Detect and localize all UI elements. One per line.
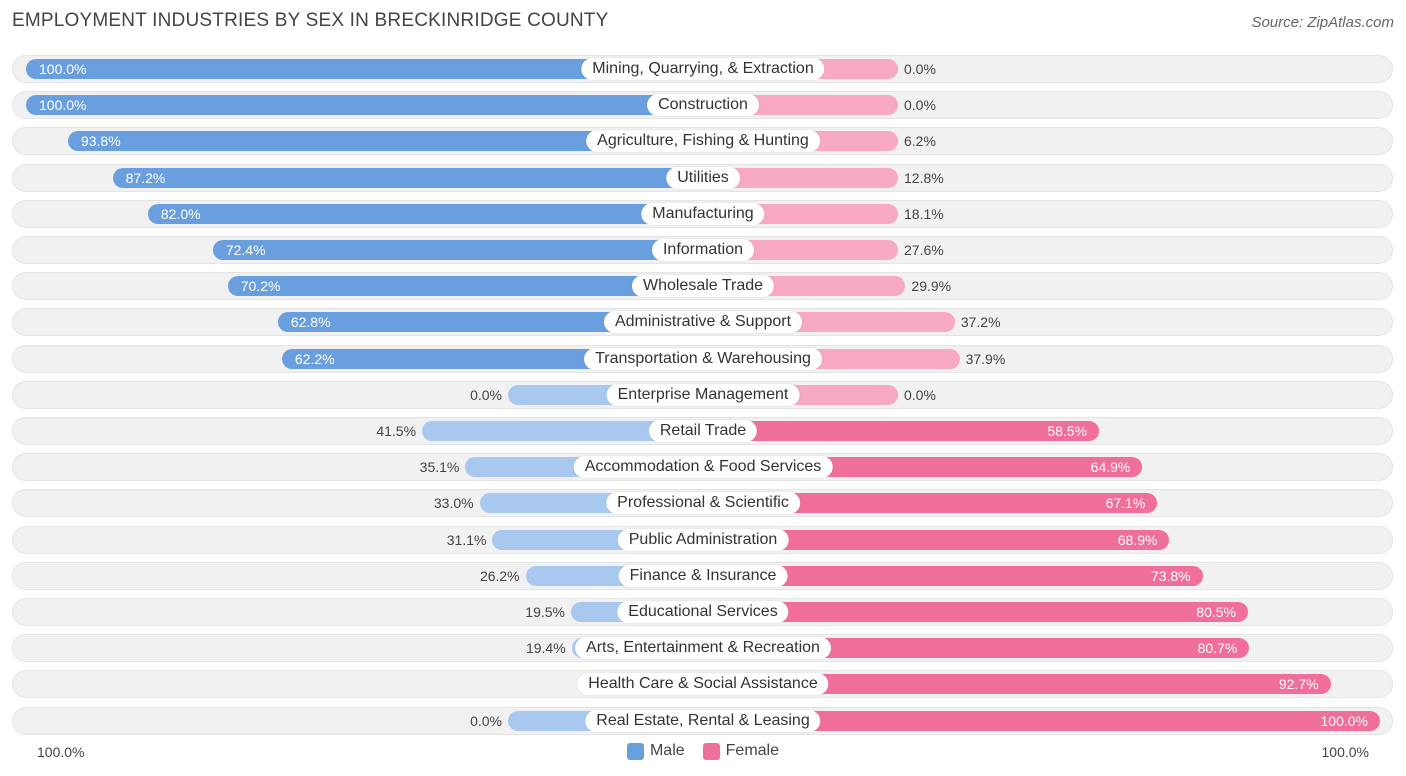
value-male-finance-insurance: 26.2% (479, 567, 520, 584)
value-male-educational-services: 19.5% (525, 604, 565, 620)
value-female-retail-trade: 58.5% (1047, 423, 1088, 439)
value-female-health-care-social-assistance: 92.7% (1278, 676, 1319, 693)
category-label-retail-trade: Retail Trade (648, 420, 758, 442)
bar-male-retail-trade[interactable] (422, 421, 703, 441)
bar-female-utilities[interactable] (703, 167, 898, 188)
legend-label-male: Male (649, 742, 685, 759)
value-male-agriculture-fishing-hunting: 93.8% (80, 133, 121, 150)
category-label-transportation-warehousing: Transportation & Warehousing (584, 347, 822, 370)
value-male-construction: 100.0% (39, 97, 87, 114)
category-label-professional-scientific: Professional & Scientific (606, 492, 800, 515)
value-male-manufacturing: 82.0% (160, 205, 201, 222)
legend-item-female[interactable]: Female (702, 742, 780, 760)
value-female-public-administration: 68.9% (1117, 531, 1158, 548)
value-male-mining-quarrying-extraction: 100.0% (39, 61, 87, 77)
value-female-arts-entertainment-recreation: 80.7% (1197, 640, 1238, 657)
bar-male-information[interactable] (212, 240, 703, 260)
value-male-real-estate-rental-leasing: 0.0% (470, 712, 502, 729)
value-female-agriculture-fishing-hunting: 6.2% (904, 133, 936, 150)
category-label-real-estate-rental-leasing: Real Estate, Rental & Leasing (585, 709, 821, 732)
value-female-finance-insurance: 73.8% (1150, 567, 1191, 584)
category-label-enterprise-management: Enterprise Management (606, 383, 800, 406)
bar-male-construction[interactable] (26, 95, 703, 116)
value-female-mining-quarrying-extraction: 0.0% (904, 61, 936, 77)
legend-swatch-female (702, 742, 720, 760)
value-female-construction: 0.0% (904, 97, 936, 114)
category-label-construction: Construction (647, 94, 759, 117)
value-female-enterprise-management: 0.0% (904, 386, 936, 403)
value-male-information: 72.4% (225, 242, 266, 258)
value-female-real-estate-rental-leasing: 100.0% (1320, 712, 1368, 729)
value-female-wholesale-trade: 29.9% (911, 278, 952, 295)
bar-male-mining-quarrying-extraction[interactable] (26, 59, 703, 79)
bar-female-retail-trade[interactable] (703, 421, 1100, 441)
source-label: Source: ZipAtlas.com (1251, 14, 1394, 31)
bar-female-public-administration[interactable] (703, 529, 1170, 550)
bar-male-utilities[interactable] (112, 167, 703, 188)
value-male-enterprise-management: 0.0% (470, 386, 502, 403)
value-male-transportation-warehousing: 62.2% (294, 350, 335, 367)
bar-female-educational-services[interactable] (703, 602, 1248, 622)
bar-female-finance-insurance[interactable] (703, 565, 1203, 586)
value-male-arts-entertainment-recreation: 19.4% (525, 640, 566, 657)
category-label-utilities: Utilities (666, 166, 740, 189)
bar-female-arts-entertainment-recreation[interactable] (703, 638, 1250, 659)
category-label-administrative-support: Administrative & Support (603, 311, 803, 334)
legend: Male Female (0, 742, 1406, 760)
value-female-professional-scientific: 67.1% (1105, 495, 1146, 512)
axis-label-left: 100.0% (37, 744, 85, 760)
value-female-information: 27.6% (904, 242, 944, 258)
bar-female-professional-scientific[interactable] (703, 493, 1158, 514)
bar-male-wholesale-trade[interactable] (227, 276, 703, 297)
value-female-utilities: 12.8% (904, 169, 944, 186)
legend-item-male[interactable]: Male (626, 742, 685, 760)
legend-label-female: Female (725, 742, 780, 759)
category-label-public-administration: Public Administration (617, 528, 789, 551)
category-label-wholesale-trade: Wholesale Trade (631, 275, 775, 298)
value-male-accommodation-food-services: 35.1% (419, 459, 460, 476)
value-male-administrative-support: 62.8% (290, 314, 331, 331)
value-female-educational-services: 80.5% (1196, 604, 1236, 620)
category-label-finance-insurance: Finance & Insurance (618, 564, 788, 587)
value-female-administrative-support: 37.2% (960, 314, 1001, 331)
axis-label-right: 100.0% (1321, 744, 1369, 760)
value-male-public-administration: 31.1% (446, 531, 487, 548)
value-male-utilities: 87.2% (125, 169, 166, 186)
category-label-mining-quarrying-extraction: Mining, Quarrying, & Extraction (581, 58, 825, 80)
category-label-educational-services: Educational Services (617, 601, 789, 623)
category-label-arts-entertainment-recreation: Arts, Entertainment & Recreation (575, 637, 831, 660)
value-female-transportation-warehousing: 37.9% (965, 350, 1006, 367)
legend-swatch-male (626, 742, 644, 760)
value-male-wholesale-trade: 70.2% (240, 278, 281, 295)
value-male-professional-scientific: 33.0% (433, 495, 474, 512)
chart-title: EMPLOYMENT INDUSTRIES BY SEX IN BRECKINR… (12, 10, 609, 31)
category-label-health-care-social-assistance: Health Care & Social Assistance (577, 673, 829, 696)
value-male-retail-trade: 41.5% (376, 423, 417, 439)
bar-male-manufacturing[interactable] (147, 203, 703, 224)
value-female-manufacturing: 18.1% (904, 205, 944, 222)
bar-female-real-estate-rental-leasing[interactable] (703, 710, 1380, 731)
bar-male-administrative-support[interactable] (277, 312, 703, 333)
category-label-agriculture-fishing-hunting: Agriculture, Fishing & Hunting (586, 130, 820, 153)
category-label-manufacturing: Manufacturing (641, 202, 765, 225)
bar-male-agriculture-fishing-hunting[interactable] (67, 131, 703, 152)
category-label-accommodation-food-services: Accommodation & Food Services (573, 456, 833, 479)
value-female-accommodation-food-services: 64.9% (1090, 459, 1131, 476)
category-label-information: Information (651, 239, 755, 261)
bar-female-health-care-social-assistance[interactable] (703, 674, 1331, 695)
